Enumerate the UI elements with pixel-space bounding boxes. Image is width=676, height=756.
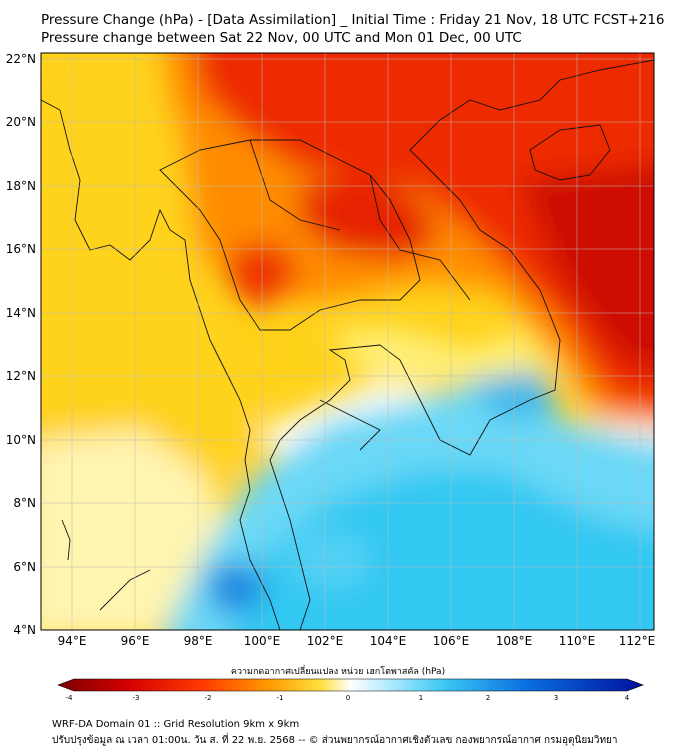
gridlines	[41, 53, 654, 630]
footer-credit: ปรับปรุงข้อมูล ณ เวลา 01:00น. วัน ส. ที่…	[52, 735, 618, 746]
lon-label-96e: 96°E	[121, 634, 150, 648]
colorbar-bar	[57, 678, 644, 692]
lon-label-112e: 112°E	[619, 634, 656, 648]
cb-tick-0: 0	[346, 694, 350, 702]
lat-label-20n: 20°N	[6, 115, 36, 129]
colorbar: -4 -3 -2 -1 0 1 2 3 4	[57, 678, 644, 702]
cb-tick-2: 2	[486, 694, 490, 702]
lon-label-102e: 102°E	[307, 634, 344, 648]
lat-label-18n: 18°N	[6, 179, 36, 193]
lat-label-4n: 4°N	[13, 623, 36, 637]
footer-model-info: WRF-DA Domain 01 :: Grid Resolution 9km …	[52, 719, 300, 730]
lon-label-98e: 98°E	[184, 634, 213, 648]
lat-label-22n: 22°N	[6, 52, 36, 66]
chart-subtitle: Pressure change between Sat 22 Nov, 00 U…	[41, 30, 522, 46]
lon-label-106e: 106°E	[433, 634, 470, 648]
lon-label-108e: 108°E	[496, 634, 533, 648]
chart-title: Pressure Change (hPa) - [Data Assimilati…	[41, 12, 665, 28]
lon-label-104e: 104°E	[370, 634, 407, 648]
lon-label-110e: 110°E	[559, 634, 596, 648]
pressure-field	[41, 53, 654, 630]
lat-label-8n: 8°N	[13, 496, 36, 510]
colorbar-label: ความกดอากาศเปลี่ยนแปลง หน่วย เฮกโตพาสคัล…	[230, 667, 446, 677]
cb-tick--2: -2	[205, 694, 212, 702]
cb-tick-1: 1	[419, 694, 423, 702]
cb-tick-4: 4	[625, 694, 630, 702]
cb-tick-3: 3	[554, 694, 558, 702]
lon-label-100e: 100°E	[244, 634, 281, 648]
lat-label-6n: 6°N	[13, 560, 36, 574]
lat-label-10n: 10°N	[6, 433, 36, 447]
lat-label-14n: 14°N	[6, 306, 36, 320]
plot-frame	[40, 52, 655, 631]
cb-tick--3: -3	[133, 694, 140, 702]
coastlines	[41, 59, 654, 630]
lat-label-12n: 12°N	[6, 369, 36, 383]
lat-label-16n: 16°N	[6, 242, 36, 256]
lon-label-94e: 94°E	[58, 634, 87, 648]
cb-tick--1: -1	[277, 694, 284, 702]
cb-tick--4: -4	[66, 694, 74, 702]
